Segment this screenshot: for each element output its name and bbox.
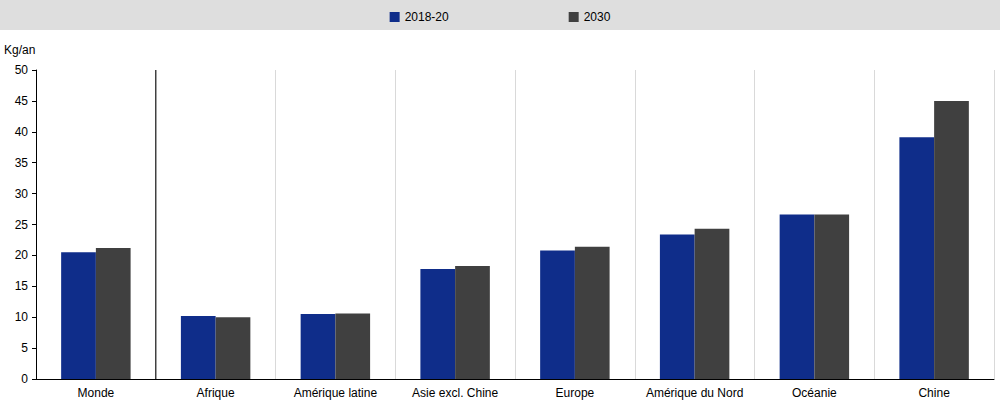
svg-text:Amérique latine: Amérique latine bbox=[294, 386, 378, 400]
svg-text:Afrique: Afrique bbox=[197, 386, 235, 400]
svg-text:2018-20: 2018-20 bbox=[405, 10, 449, 24]
svg-text:Asie excl. Chine: Asie excl. Chine bbox=[412, 386, 498, 400]
svg-text:Europe: Europe bbox=[556, 386, 595, 400]
svg-text:Monde: Monde bbox=[78, 386, 115, 400]
svg-text:50: 50 bbox=[15, 63, 29, 77]
svg-text:10: 10 bbox=[15, 310, 29, 324]
svg-text:25: 25 bbox=[15, 218, 29, 232]
svg-text:2030: 2030 bbox=[584, 10, 611, 24]
svg-text:0: 0 bbox=[21, 372, 28, 386]
svg-text:Kg/an: Kg/an bbox=[4, 43, 35, 57]
svg-text:40: 40 bbox=[15, 125, 29, 139]
svg-text:Océanie: Océanie bbox=[792, 386, 837, 400]
svg-text:35: 35 bbox=[15, 156, 29, 170]
svg-text:Chine: Chine bbox=[918, 386, 950, 400]
svg-text:Amérique du Nord: Amérique du Nord bbox=[646, 386, 743, 400]
svg-text:30: 30 bbox=[15, 187, 29, 201]
svg-text:45: 45 bbox=[15, 94, 29, 108]
svg-text:5: 5 bbox=[21, 341, 28, 355]
svg-text:15: 15 bbox=[15, 279, 29, 293]
svg-text:20: 20 bbox=[15, 248, 29, 262]
